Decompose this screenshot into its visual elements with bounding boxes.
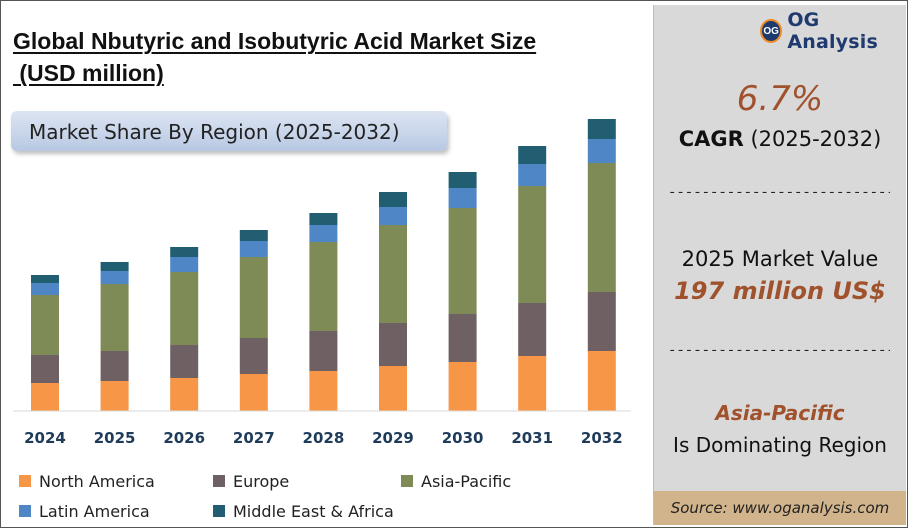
legend-item-europe: Europe bbox=[213, 471, 289, 491]
og-analysis-logo: OG OG Analysis bbox=[760, 9, 906, 53]
bar-segment-2026-europe bbox=[170, 345, 199, 378]
bar-segment-2030-middle-east-africa bbox=[448, 172, 477, 188]
bar-segment-2029-europe bbox=[379, 323, 407, 366]
bar-segment-2029-middle-east-africa bbox=[379, 192, 407, 207]
legend-swatch bbox=[19, 505, 31, 517]
bar-segment-2024-europe bbox=[31, 355, 59, 383]
subtitle-banner: Market Share By Region (2025-2032) bbox=[11, 111, 447, 151]
bar-segment-2026-middle-east-africa bbox=[170, 247, 199, 257]
bar-segment-2025-north-america bbox=[100, 381, 129, 411]
bar-segment-2029-north-america bbox=[379, 366, 407, 411]
legend-item-middle-east-africa: Middle East & Africa bbox=[213, 501, 394, 521]
bar-segment-2032-north-america bbox=[587, 351, 616, 411]
bar-segment-2032-latin-america bbox=[587, 139, 616, 163]
bar-segment-2031-asia-pacific bbox=[518, 186, 547, 303]
bar-segment-2028-asia-pacific bbox=[309, 242, 338, 331]
bar-segment-2030-north-america bbox=[448, 362, 477, 411]
legend-item-north-america: North America bbox=[19, 471, 155, 491]
x-tick-label-2030: 2030 bbox=[442, 429, 484, 447]
chart-subtitle: Market Share By Region (2025-2032) bbox=[29, 120, 400, 144]
bar-segment-2025-latin-america bbox=[100, 271, 129, 284]
bar-segment-2031-latin-america bbox=[518, 164, 547, 186]
market-value-label: 2025 Market Value bbox=[681, 247, 879, 271]
bars-group bbox=[31, 119, 616, 411]
dominating-region-label: Is Dominating Region bbox=[673, 433, 887, 457]
bar-segment-2029-latin-america bbox=[379, 207, 407, 225]
bar-segment-2029-asia-pacific bbox=[379, 225, 407, 323]
x-tick-label-2024: 2024 bbox=[24, 429, 66, 447]
bar-segment-2031-north-america bbox=[518, 356, 547, 411]
bar-segment-2024-asia-pacific bbox=[31, 295, 59, 355]
divider-bottom: ----------------------------------- bbox=[668, 343, 890, 359]
bar-segment-2025-asia-pacific bbox=[100, 284, 129, 351]
cagr-label-bold: CAGR bbox=[678, 127, 744, 151]
bar-segment-2024-middle-east-africa bbox=[31, 275, 59, 283]
legend-swatch bbox=[401, 475, 413, 487]
bar-segment-2030-latin-america bbox=[448, 188, 477, 208]
bar-segment-2032-middle-east-africa bbox=[587, 119, 616, 139]
legend-label: Latin America bbox=[39, 501, 150, 521]
legend-label: Europe bbox=[233, 471, 290, 491]
chart-title-line1: Global Nbutyric and Isobutyric Acid Mark… bbox=[13, 28, 537, 54]
legend-label: Middle East & Africa bbox=[233, 501, 394, 521]
chart-title-line2: (USD million) bbox=[13, 60, 164, 86]
summary-panel: OG OG Analysis 6.7% CAGR (2025-2032) ---… bbox=[653, 5, 906, 525]
legend-label: North America bbox=[39, 471, 155, 491]
divider-top: ----------------------------------- bbox=[668, 185, 890, 201]
bar-segment-2026-north-america bbox=[170, 378, 199, 411]
x-tick-label-2025: 2025 bbox=[94, 429, 136, 447]
x-tick-label-2028: 2028 bbox=[303, 429, 345, 447]
cagr-value: 6.7% bbox=[736, 79, 824, 119]
x-tick-label-2026: 2026 bbox=[163, 429, 205, 447]
bar-segment-2025-europe bbox=[100, 351, 129, 381]
bar-segment-2026-asia-pacific bbox=[170, 272, 199, 345]
x-axis-labels: 2024 2025 2026 2027 2028 2029 2030 2031 2032 bbox=[24, 429, 623, 447]
dominating-region: Asia-Pacific bbox=[715, 401, 845, 425]
bar-segment-2024-north-america bbox=[31, 383, 59, 411]
bar-segment-2025-middle-east-africa bbox=[100, 262, 129, 271]
bar-segment-2030-asia-pacific bbox=[448, 208, 477, 314]
bar-segment-2032-asia-pacific bbox=[587, 163, 616, 292]
logo-text: OG Analysis bbox=[787, 9, 906, 53]
legend-swatch bbox=[213, 475, 225, 487]
legend-label: Asia-Pacific bbox=[421, 471, 512, 491]
legend-swatch bbox=[213, 505, 225, 517]
bar-segment-2028-europe bbox=[309, 331, 338, 371]
bar-segment-2027-asia-pacific bbox=[239, 257, 268, 338]
legend-item-latin-america: Latin America bbox=[19, 501, 150, 521]
cagr-label: CAGR (2025-2032) bbox=[654, 127, 906, 151]
source-text: Source: www.oganalysis.com bbox=[670, 499, 890, 517]
bar-segment-2030-europe bbox=[448, 314, 477, 362]
chart-legend: North America Europe Asia-Pacific Latin Ame… bbox=[19, 471, 639, 527]
bar-chart: 2024 2025 2026 2027 2028 2029 2030 2031 2032 bbox=[13, 119, 631, 447]
og-logo-icon: OG bbox=[760, 19, 783, 43]
logo-text-label: OG Analysis bbox=[787, 9, 878, 53]
bar-segment-2027-middle-east-africa bbox=[239, 230, 268, 241]
bar-segment-2031-europe bbox=[518, 303, 547, 356]
bar-segment-2028-middle-east-africa bbox=[309, 213, 338, 225]
x-tick-label-2027: 2027 bbox=[233, 429, 275, 447]
bar-segment-2026-latin-america bbox=[170, 257, 199, 272]
bar-segment-2027-europe bbox=[239, 338, 268, 374]
bar-segment-2027-north-america bbox=[239, 374, 268, 411]
market-value: 197 million US$ bbox=[674, 277, 886, 305]
x-tick-label-2032: 2032 bbox=[581, 429, 623, 447]
bar-segment-2024-latin-america bbox=[31, 283, 59, 295]
x-tick-label-2029: 2029 bbox=[372, 429, 414, 447]
x-tick-label-2031: 2031 bbox=[511, 429, 553, 447]
legend-item-asia-pacific: Asia-Pacific bbox=[401, 471, 511, 491]
bar-segment-2031-middle-east-africa bbox=[518, 146, 547, 164]
cagr-label-period: (2025-2032) bbox=[743, 127, 882, 151]
source-bar: Source: www.oganalysis.com bbox=[654, 491, 906, 525]
bar-segment-2028-latin-america bbox=[309, 225, 338, 242]
bar-segment-2028-north-america bbox=[309, 371, 338, 411]
bar-segment-2032-europe bbox=[587, 292, 616, 351]
legend-swatch bbox=[19, 475, 31, 487]
chart-title: Global Nbutyric and Isobutyric Acid Mark… bbox=[13, 25, 633, 89]
bar-segment-2027-latin-america bbox=[239, 241, 268, 257]
